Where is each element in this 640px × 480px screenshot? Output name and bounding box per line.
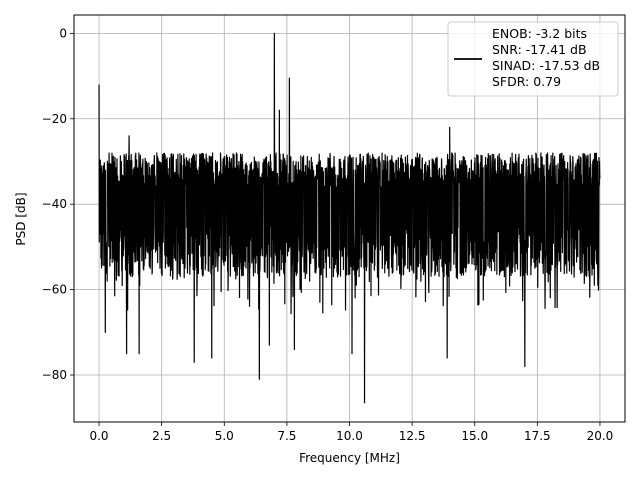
legend-text-snr: SNR: -17.41 dB xyxy=(492,42,587,57)
legend-text-enob: ENOB: -3.2 bits xyxy=(492,26,587,41)
legend: ENOB: -3.2 bits SNR: -17.41 dB SINAD: -1… xyxy=(447,21,619,97)
y-tick-label: −80 xyxy=(42,368,67,382)
legend-text-sfdr: SFDR: 0.79 xyxy=(492,74,561,89)
x-axis-label: Frequency [MHz] xyxy=(299,451,400,465)
plot-area xyxy=(98,32,601,404)
x-axis-ticks: 0.0 2.5 5.0 7.5 10.0 12.5 15.0 17.5 20.0 xyxy=(89,422,613,443)
x-tick-label: 17.5 xyxy=(524,429,551,443)
y-tick-label: 0 xyxy=(59,26,67,40)
y-axis-label: PSD [dB] xyxy=(14,192,28,245)
y-tick-label: −60 xyxy=(42,283,67,297)
legend-box xyxy=(447,21,619,97)
y-axis-ticks: 0 −20 −40 −60 −80 xyxy=(42,26,74,382)
legend-text-sinad: SINAD: -17.53 dB xyxy=(492,58,600,73)
x-tick-label: 5.0 xyxy=(215,429,234,443)
y-tick-label: −20 xyxy=(42,112,67,126)
x-tick-label: 15.0 xyxy=(461,429,488,443)
x-tick-label: 10.0 xyxy=(336,429,363,443)
x-tick-label: 12.5 xyxy=(399,429,426,443)
x-tick-label: 2.5 xyxy=(152,429,171,443)
y-tick-label: −40 xyxy=(42,197,67,211)
x-tick-label: 7.5 xyxy=(277,429,296,443)
x-tick-label: 20.0 xyxy=(587,429,614,443)
psd-trace-line xyxy=(98,32,601,404)
x-tick-label: 0.0 xyxy=(89,429,108,443)
